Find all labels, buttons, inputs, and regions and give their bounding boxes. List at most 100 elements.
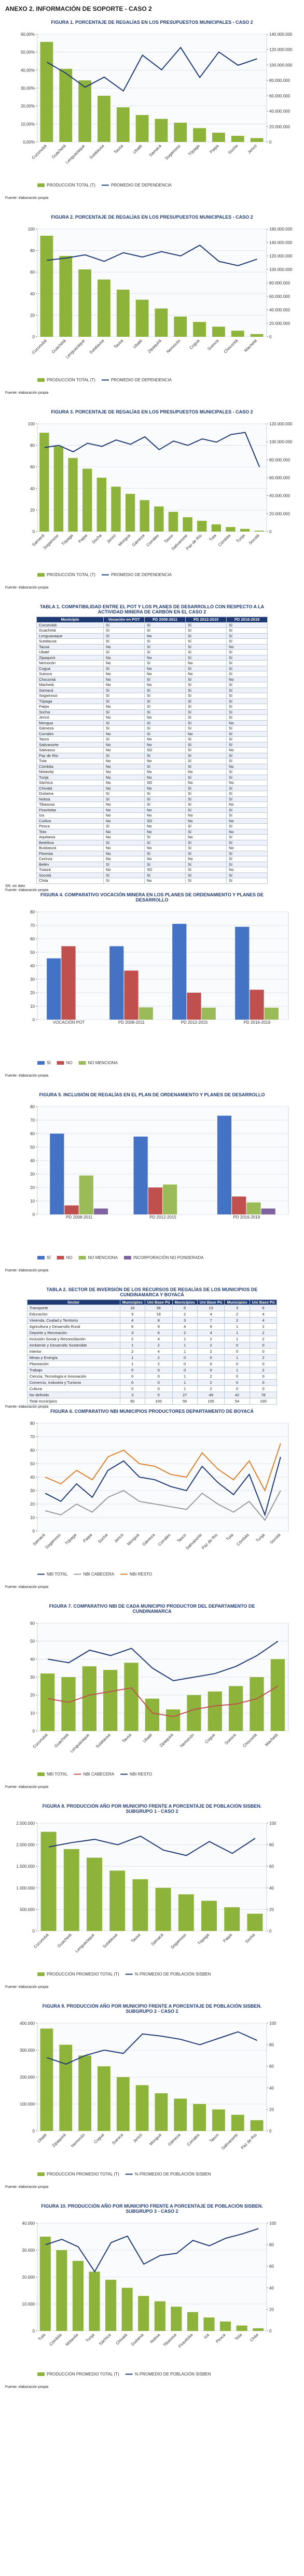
y-tick-label: 10	[30, 1515, 35, 1520]
y-tick-label: 30	[30, 1489, 35, 1493]
bar	[53, 446, 64, 532]
table-cell: Tausa	[36, 643, 104, 650]
table-cell: Sí	[185, 709, 227, 715]
x-tick-label: PD 2012-2015	[149, 1215, 176, 1220]
table-cell: 1	[172, 1348, 198, 1355]
table-cell: 2	[249, 1336, 278, 1342]
column-header: Sector	[26, 1299, 120, 1305]
table-row: Sogamoso Sí Sí Sí Sí	[36, 693, 268, 699]
table-cell: 9	[144, 1323, 173, 1330]
table-cell: 1	[224, 1323, 250, 1330]
x-tick-label: Tasco	[176, 1533, 188, 1544]
table-cell: 2	[197, 1336, 225, 1342]
table-cell: Sí	[226, 698, 268, 704]
y2-tick-label: 100.000.000	[269, 267, 293, 272]
chart: 0,00% 10,00% 20,00% 30,00% 40,00% 50,00% 60,00…	[21, 32, 293, 188]
legend-label: INCORPORACIÓN NO PONDERADA	[133, 1255, 204, 1260]
table-row: Cucunubá Sí Sí Sí Sí	[36, 622, 268, 628]
table-cell: 0	[249, 1385, 278, 1392]
y2-tick-label: 80.000.000	[269, 457, 291, 462]
y-tick-label: 60	[30, 1448, 35, 1453]
table-cell: Sí	[103, 861, 145, 867]
bar	[40, 236, 53, 337]
y-tick-label: 60	[30, 937, 35, 941]
figure: FIGURA 2. PORCENTAJE DE REGALÍAS EN LOS …	[5, 214, 299, 395]
x-tick-label: Paz de Río	[201, 1533, 219, 1551]
bar	[79, 1175, 93, 1214]
x-tick-label: Samacá	[32, 1533, 46, 1547]
table-cell: Sí	[185, 796, 227, 802]
y-tick-label: 20	[30, 991, 35, 995]
table-cell: Sí	[185, 725, 227, 732]
table-cell: Ambiente y Desarrollo Sostenible	[26, 1342, 120, 1349]
bar	[174, 2098, 187, 2131]
table-row: Tópaga Sí Sí Sí Sí	[36, 698, 268, 704]
y-tick-label: 100	[28, 422, 35, 426]
y2-tick-label: 140.000.000	[269, 32, 293, 37]
table-cell: 0	[144, 1367, 173, 1373]
legend-label: PRODUCCIÓN PROMEDIO TOTAL (T)	[47, 2172, 119, 2177]
y2-tick-label: 80.000.000	[269, 281, 291, 285]
table-cell: No	[185, 671, 227, 677]
figure-caption: FIGURA 6. COMPARATIVO NBI MUNICIPIOS PRO…	[50, 1409, 254, 1414]
bar	[47, 958, 61, 1020]
table-cell: No	[185, 731, 227, 737]
y-tick-label: 60	[30, 465, 35, 469]
table-cell: Sí	[185, 720, 227, 726]
x-tick-label: Nemocón	[179, 1733, 195, 1749]
x-tick-label: Sutatausa	[102, 1933, 118, 1949]
table-cell: 7	[197, 1317, 225, 1324]
x-tick-label: Socha	[227, 144, 239, 155]
table-cell: Sí	[103, 638, 145, 645]
table-cell: 2	[172, 1329, 198, 1336]
figure-source: Fuente: elaboración propia	[5, 1785, 49, 1789]
table-cell: Sí	[185, 676, 227, 682]
x-tick-label: Cogua	[204, 1733, 216, 1744]
table-cell: 18	[119, 1305, 145, 1311]
y-tick-label: 0	[33, 2129, 35, 2134]
y-tick-label: 200.000	[20, 2075, 35, 2080]
table-cell: Sí	[185, 638, 227, 645]
y-tick-label: 50	[30, 1145, 35, 1150]
y2-tick-label: 0	[269, 2129, 272, 2134]
table-cell: 2	[144, 1354, 173, 1361]
x-tick-label: Sutatausa	[95, 1733, 112, 1749]
y2-tick-label: 80.000.000	[269, 78, 291, 83]
table-cell: No	[103, 747, 145, 753]
x-tick-label: Cómbita	[236, 1533, 250, 1547]
y2-tick-label: 160.000.000	[269, 227, 293, 232]
y2-tick-label: 20.000.000	[269, 511, 291, 516]
table-cell: Sí	[185, 758, 227, 764]
table-cell: Sí	[185, 774, 227, 780]
table-cell: Sí	[226, 687, 268, 693]
table-cell: Sí	[185, 687, 227, 693]
table-cell: 2	[197, 1348, 225, 1355]
legend-label: % PROMEDIO DE POBLACIÓN SISBEN	[135, 2372, 211, 2377]
bar	[135, 2085, 149, 2131]
table-cell: Sí	[144, 676, 186, 682]
x-tick-label: Suesca	[224, 1733, 237, 1746]
table-row: Aquitania No Sí No Sí	[36, 834, 268, 840]
x-tick-label: Sativanorte	[220, 2133, 239, 2151]
table-cell: No	[103, 802, 145, 808]
table-row: Mongua Sí Sí Sí No	[36, 720, 268, 726]
x-tick-label: VOCACIÓN POT	[53, 1020, 85, 1025]
x-tick-label: Cucunubá	[31, 144, 48, 161]
y-tick-label: 100	[28, 227, 35, 232]
table-cell: Sí	[103, 839, 145, 846]
table-cell: Zipaquirá	[36, 654, 104, 661]
table-row: Chocontá No Sí Sí No	[36, 676, 268, 682]
y-tick-label: 2.500.000	[16, 1821, 35, 1826]
table-cell: 1	[224, 1329, 250, 1336]
legend-label: NO MENCIONA	[88, 1255, 118, 1260]
x-tick-label: Tópaga	[64, 1533, 77, 1546]
table-cell: No	[144, 785, 186, 791]
y2-tick-label: 0	[269, 2329, 272, 2334]
table-cell: Firavitoba	[36, 807, 104, 813]
bar	[139, 1007, 153, 1020]
x-tick-label: Gámeza	[142, 1533, 156, 1547]
table-cell: No	[185, 834, 227, 840]
table-cell: 2	[197, 1379, 225, 1386]
x-tick-label: Sutatausa	[88, 144, 105, 160]
bar	[78, 269, 91, 337]
